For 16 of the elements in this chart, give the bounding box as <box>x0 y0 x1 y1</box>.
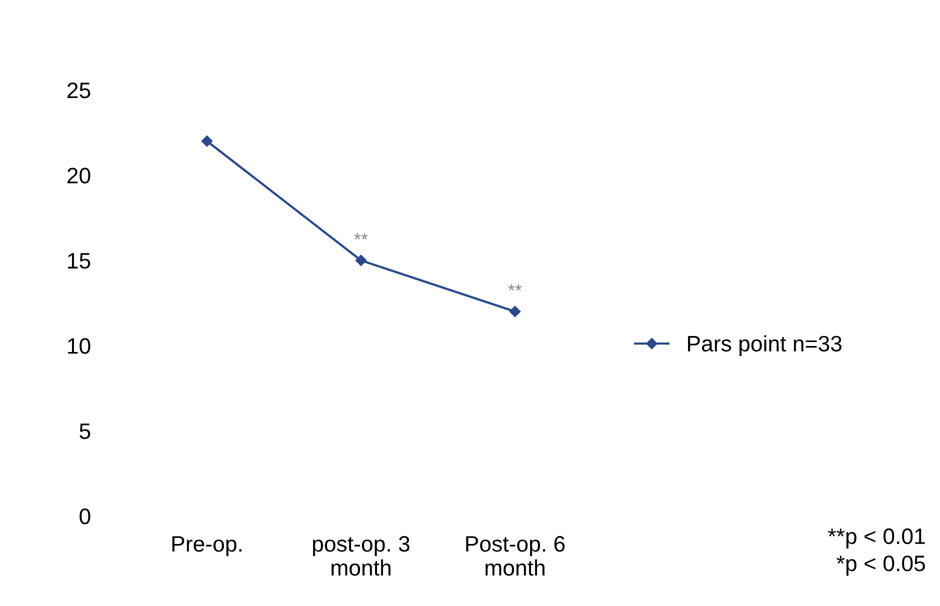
annotation: ** <box>354 233 368 240</box>
y-tick-label: 0 <box>80 508 90 524</box>
legend-label: Pars point n=33 <box>688 335 842 356</box>
text: **p < 0.01 *p < 0.05 <box>828 528 925 576</box>
y-tick-label: 10 <box>68 338 90 354</box>
x-tick-label: Pre-op. <box>172 536 242 556</box>
annotation: ** <box>508 284 522 291</box>
y-tick-label: 5 <box>80 424 90 440</box>
point <box>201 136 213 147</box>
point <box>509 306 521 318</box>
x-tick-label: post-op. 3 month <box>313 536 410 576</box>
y-tick-label: 25 <box>68 82 90 98</box>
y-tick-label: 15 <box>68 253 90 269</box>
point <box>355 254 367 266</box>
y-tick-label: 20 <box>68 168 90 184</box>
x-tick-label: Post-op. 6 month <box>466 536 565 576</box>
